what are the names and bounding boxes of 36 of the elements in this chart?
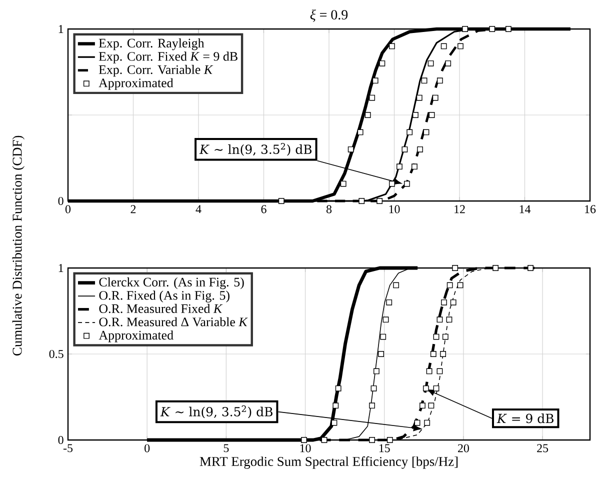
legend-label: O.R. Measured Δ Variable K	[99, 317, 248, 326]
x-tick-label: 12	[454, 205, 465, 214]
y-tick-label: 1	[58, 25, 64, 33]
y-tick-label: 0	[58, 196, 64, 206]
x-tick-label: 4	[196, 205, 202, 214]
annotation: K = 9 dB	[496, 414, 554, 424]
x-tick-label: 14	[520, 205, 531, 214]
legend-label: Exp. Corr. Fixed K = 9 dB	[98, 52, 238, 64]
x-tick-label: 10	[300, 444, 311, 452]
y-tick-label: 1	[58, 264, 64, 272]
x-tick-label: -5	[63, 444, 73, 452]
legend-label: Clerckx Corr. (As in Fig. 5)	[99, 277, 244, 290]
x-tick-label: 15	[379, 444, 390, 452]
chart-title: ξ = 0.9	[310, 10, 348, 22]
x-tick-label: 0	[144, 444, 150, 452]
legend-label: Approximated	[98, 330, 174, 342]
x-tick-label: 0	[65, 205, 71, 214]
annotation: K ∼ ln(9, 3.5$^{2}$) dB	[199, 143, 312, 156]
annotation: K ∼ ln(9, 3.5$^{2}$) dB	[160, 405, 272, 418]
y-axis-title: Cumulative Distribution Function (CDF)	[12, 136, 25, 356]
x-tick-label: 25	[537, 444, 548, 452]
x-tick-label: 10	[389, 205, 400, 214]
legend-label: Exp. Corr. Rayleigh	[98, 38, 204, 50]
legend-label: O.R. Fixed (As in Fig. 5)	[99, 290, 230, 302]
x-tick-label: 16	[585, 205, 596, 214]
x-tick-label: 8	[326, 205, 332, 214]
x-tick-label: 20	[458, 444, 469, 452]
y-tick-label: 0	[58, 436, 64, 444]
x-tick-label: 5	[224, 444, 229, 452]
x-axis-title: MRT Ergodic Sum Spectral Efficiency [bps/Hz]	[200, 456, 458, 469]
legend-label: Approximated	[98, 78, 174, 90]
y-tick-label: 0.5	[49, 350, 64, 358]
x-tick-label: 6	[261, 205, 266, 214]
legend-label: Exp. Corr. Variable K	[98, 64, 214, 77]
legend-label: O.R. Measured Fixed K	[99, 304, 223, 314]
x-tick-label: 2	[130, 205, 136, 214]
